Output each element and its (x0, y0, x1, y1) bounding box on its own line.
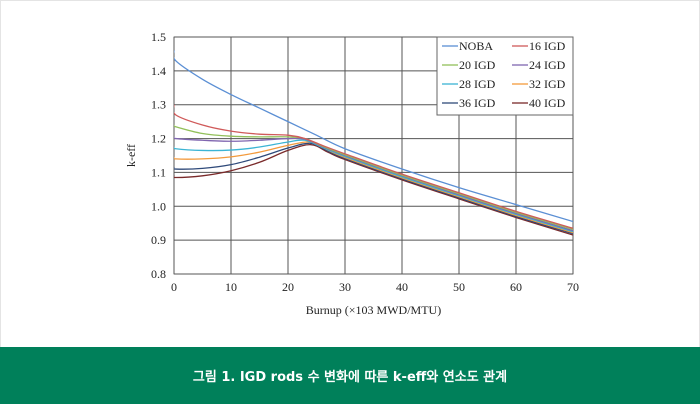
y-tick-label: 0.8 (151, 267, 166, 281)
x-tick-label: 40 (396, 280, 408, 294)
legend-label: 20 IGD (459, 58, 496, 72)
legend-label: NOBA (459, 39, 493, 53)
y-tick-label: 1.1 (151, 165, 166, 179)
x-tick-label: 60 (510, 280, 522, 294)
series-line-36-igd (174, 142, 573, 235)
x-tick-label: 10 (225, 280, 237, 294)
x-tick-label: 0 (171, 280, 177, 294)
legend-box (436, 36, 574, 116)
series-line-16-igd (174, 104, 573, 229)
y-tick-label: 1.2 (151, 132, 166, 146)
series-line-28-igd (174, 139, 573, 233)
series-line-noba (174, 50, 573, 223)
legend-label: 24 IGD (529, 58, 566, 72)
y-tick-label: 1.5 (151, 30, 166, 44)
y-tick-label: 1.0 (151, 199, 166, 213)
y-tick-label: 1.4 (151, 64, 166, 78)
legend-label: 16 IGD (529, 39, 566, 53)
series-line-40-igd (174, 144, 573, 236)
y-tick-label: 0.9 (151, 233, 166, 247)
legend-label: 28 IGD (459, 77, 496, 91)
caption-bar: 그림 1. IGD rods 수 변화에 따른 k-eff와 연소도 관계 (0, 347, 700, 404)
legend-label: 32 IGD (529, 77, 566, 91)
x-tick-label: 50 (453, 280, 465, 294)
figure-caption: 그림 1. IGD rods 수 변화에 따른 k-eff와 연소도 관계 (192, 370, 508, 385)
y-tick-label: 1.3 (151, 98, 166, 112)
y-axis-label: k-eff (124, 144, 138, 167)
x-tick-label: 20 (282, 280, 294, 294)
k-eff-burnup-chart: 0 10 20 30 40 50 60 70 0.8 0.9 1.0 1.1 1.2 1.3 1.4 1.5 B… (124, 30, 579, 317)
x-tick-label: 70 (567, 280, 579, 294)
series-group (174, 50, 573, 236)
legend-label: 36 IGD (459, 96, 496, 110)
legend-label: 40 IGD (529, 96, 566, 110)
x-axis-label: Burnup (×103 MWD/MTU) (306, 303, 441, 317)
legend: NOBA 16 IGD 20 IGD 24 IGD 28 IGD 32 IGD 36 IGD… (436, 36, 574, 116)
x-tick-label: 30 (339, 280, 351, 294)
